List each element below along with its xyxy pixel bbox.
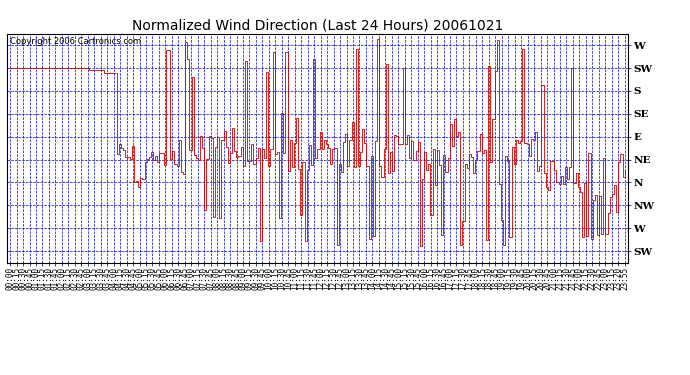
Text: Copyright 2006 Cartronics.com: Copyright 2006 Cartronics.com (10, 37, 141, 46)
Title: Normalized Wind Direction (Last 24 Hours) 20061021: Normalized Wind Direction (Last 24 Hours… (132, 19, 503, 33)
